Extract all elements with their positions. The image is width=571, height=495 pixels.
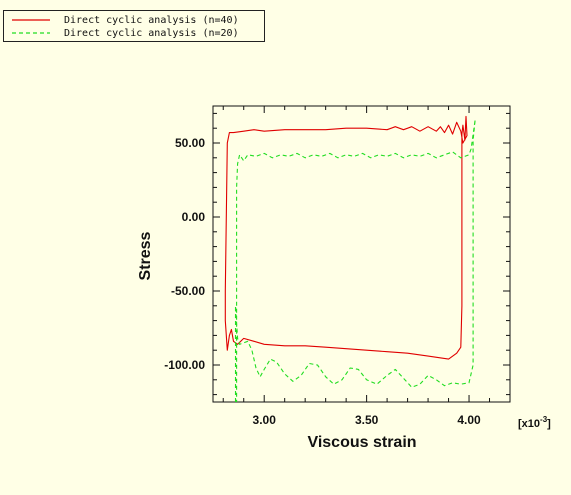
legend-label-n20: Direct cyclic analysis (n=20) — [64, 27, 239, 39]
legend-entry-n40: Direct cyclic analysis (n=40) — [12, 13, 239, 27]
legend-entry-n20: Direct cyclic analysis (n=20) — [12, 26, 239, 40]
y-axis: 50.00 0.00 -50.00 -100.00 — [164, 112, 510, 396]
y-tick-label: 50.00 — [175, 136, 205, 150]
legend: Direct cyclic analysis (n=40) Direct cyc… — [3, 10, 265, 42]
series-line-1 — [234, 118, 476, 402]
x-axis-title: Viscous strain — [307, 434, 416, 451]
x-tick-label: 4.00 — [457, 413, 481, 427]
series-line-0 — [224, 115, 468, 360]
y-tick-label: -100.00 — [164, 358, 205, 372]
plot-frame — [212, 105, 511, 403]
y-tick-label: 0.00 — [182, 210, 206, 224]
x-axis: 3.00 3.50 4.00 — [222, 106, 511, 427]
x-tick-label: 3.00 — [253, 413, 277, 427]
x-tick-label: 3.50 — [355, 413, 379, 427]
x-multiplier-exp: -3 — [540, 415, 548, 424]
series-layer — [224, 115, 476, 402]
y-axis-title: Stress — [137, 231, 154, 280]
legend-label-n40: Direct cyclic analysis (n=40) — [64, 14, 239, 26]
legend-swatch-n40 — [12, 19, 50, 21]
x-multiplier-base: [x10 — [518, 418, 540, 430]
y-tick-label: -50.00 — [171, 284, 205, 298]
x-axis-multiplier: [x10-3] — [518, 415, 551, 430]
x-multiplier-close: ] — [547, 418, 551, 430]
legend-swatch-n20 — [12, 32, 50, 34]
